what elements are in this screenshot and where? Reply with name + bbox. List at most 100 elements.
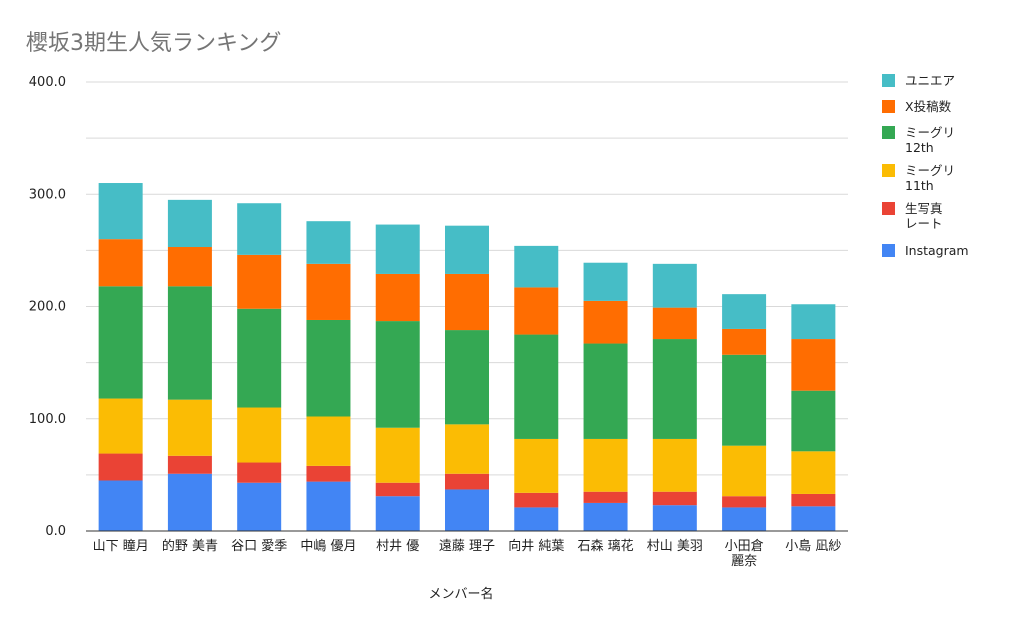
bar-segment [237,203,282,255]
bar-segment [722,445,767,497]
bar-segment [306,319,351,417]
bar-segment [375,427,420,483]
x-tick-label: 的野 美青 [162,538,218,554]
y-tick-label: 200.0 [29,300,66,315]
bars [98,183,836,531]
bar-segment [722,496,767,508]
bar-segment [791,390,836,452]
bar-segment [445,330,489,425]
y-tick-label: 0.0 [45,524,66,539]
bar-segment [98,183,143,240]
bar-segment [652,438,697,492]
x-tick-label: 小田倉 [725,539,764,554]
bar-segment [652,491,697,506]
bar-segment [583,343,628,439]
bar-segment [791,304,836,340]
legend-swatch [882,74,895,87]
bar-segment [167,455,212,474]
bar-segment [791,506,836,531]
bar-segment [514,287,559,335]
bar-stack [445,225,489,531]
bar-segment [167,199,212,248]
bar-stack [167,199,212,531]
legend-label: 11th [905,178,934,193]
bar-stack [583,262,628,531]
bar-stack [306,221,351,531]
x-tick-label: 石森 璃花 [577,538,633,554]
legend-item: ユニエア [882,73,955,88]
bar-segment [306,221,351,264]
bar-segment [98,286,143,399]
bar-segment [791,339,836,391]
bar-segment [375,273,420,322]
bar-segment [375,224,420,274]
bar-segment [583,262,628,301]
bar-segment [375,496,420,531]
bar-segment [167,473,212,531]
x-tick-label: 村井 優 [376,539,419,554]
bar-segment [583,491,628,503]
bar-segment [445,225,489,274]
bar-stack [375,224,420,531]
bar-segment [722,354,767,446]
legend-label: 生写真 [905,201,943,216]
bar-segment [98,239,143,287]
legend-label: ミーグリ [905,125,955,140]
bar-stack [98,183,143,531]
x-tick-label: 向井 純葉 [508,538,564,554]
bar-segment [306,481,351,531]
legend-label: X投稿数 [905,99,952,114]
chart-title: 櫻坂3期生人気ランキング [26,31,281,56]
bar-stack [791,304,836,531]
bar-stack [652,263,697,531]
bar-segment [445,424,489,474]
legend-label: Instagram [905,243,969,258]
legend-label: ユニエア [905,73,955,88]
legend-item: X投稿数 [882,99,952,114]
x-tick-label: 谷口 愛季 [231,539,287,554]
bar-segment [652,307,697,340]
bar-segment [791,493,836,507]
bar-segment [98,453,143,481]
bar-segment [306,465,351,482]
bar-stack [514,245,559,531]
legend-label: 12th [905,140,934,155]
bar-segment [167,399,212,456]
bar-segment [306,416,351,466]
bar-segment [445,489,489,531]
legend-swatch [882,202,895,215]
x-tick-label: 村山 美羽 [647,539,703,554]
bar-segment [652,339,697,439]
bar-segment [514,507,559,531]
legend-swatch [882,244,895,257]
bar-segment [791,451,836,494]
bar-segment [722,328,767,355]
bar-segment [583,502,628,531]
bar-segment [722,507,767,531]
bar-segment [375,321,420,428]
bar-segment [445,473,489,490]
bar-segment [167,286,212,400]
bar-segment [652,263,697,308]
bar-segment [237,462,282,483]
y-tick-label: 100.0 [29,412,66,427]
bar-segment [306,263,351,320]
bar-segment [514,334,559,439]
bar-stack [722,294,767,531]
bar-segment [514,438,559,493]
bar-segment [514,245,559,288]
x-axis-categories: 山下 瞳月 的野 美青 谷口 愛季 中嶋 優月 村井 優 遠藤 理子 向井 純葉 石森 璃花村… [93,538,842,569]
legend-item: Instagram [882,243,969,258]
bar-segment [652,505,697,531]
legend-label: レート [905,216,943,231]
x-tick-label: 小島 凪紗 [785,539,841,554]
legend-swatch [882,164,895,177]
y-tick-label: 300.0 [29,187,66,202]
legend-swatch [882,100,895,113]
x-tick-label: 遠藤 理子 [439,539,495,554]
bar-segment [237,482,282,531]
